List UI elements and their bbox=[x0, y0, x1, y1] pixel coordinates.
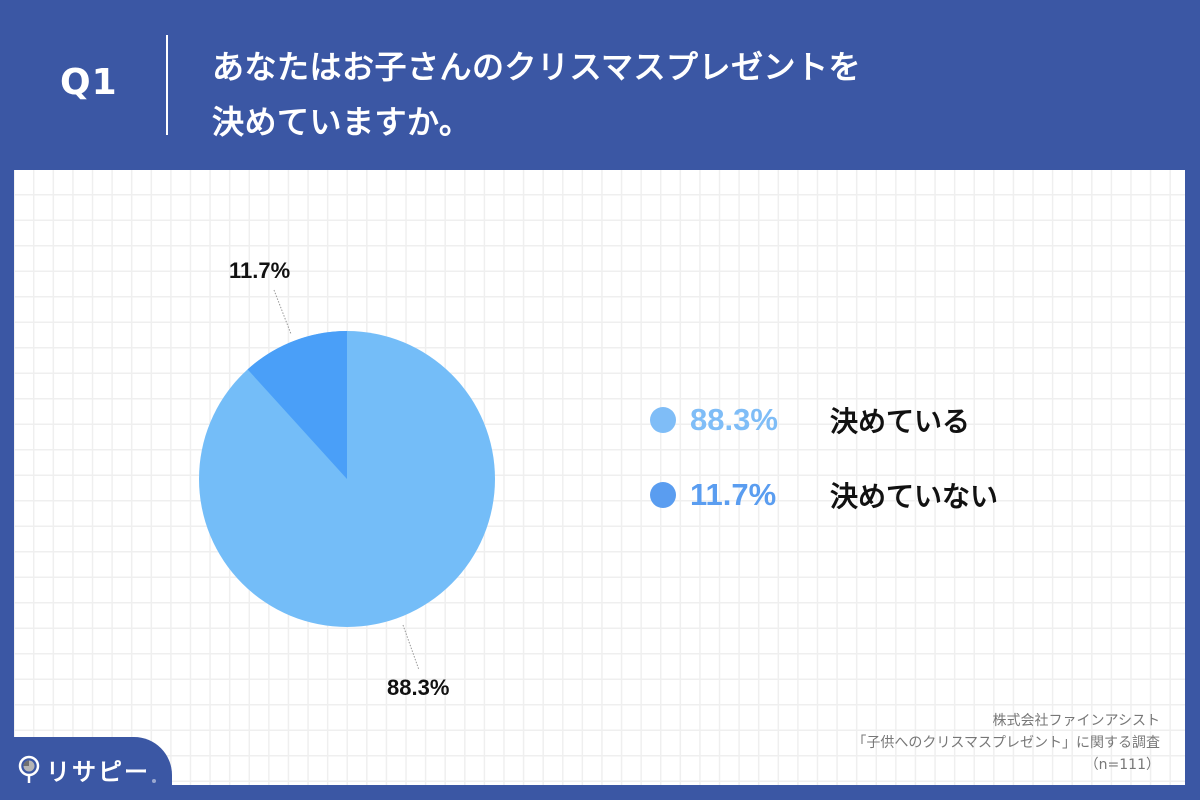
source-company: 株式会社ファインアシスト bbox=[992, 713, 1160, 729]
legend-dot-icon bbox=[650, 482, 676, 508]
source-survey: 「子供へのクリスマスプレゼント」に関する調査 bbox=[852, 735, 1160, 751]
legend-item-decided: 88.3% 決めている bbox=[650, 395, 970, 445]
leader-line-decided bbox=[402, 624, 420, 671]
legend-item-not-decided: 11.7% 決めていない bbox=[650, 470, 998, 520]
source-sample-size: （n=111） bbox=[1084, 757, 1160, 773]
logo: リサピー bbox=[18, 752, 156, 787]
legend-dot-icon bbox=[650, 407, 676, 433]
legend-percent: 88.3% bbox=[690, 402, 778, 437]
legend-label: 決めている bbox=[830, 405, 971, 438]
header-divider bbox=[166, 35, 168, 135]
chart-panel: 11.7% 88.3% bbox=[14, 170, 1185, 785]
logo-dot bbox=[152, 778, 156, 783]
question-number: Q1 bbox=[60, 62, 118, 103]
question-title-line1: あなたはお子さんのクリスマスプレゼントを bbox=[212, 48, 862, 86]
question-title: あなたはお子さんのクリスマスプレゼントを 決めていますか。 bbox=[212, 40, 861, 150]
pie-label-not-decided: 11.7% bbox=[229, 258, 291, 283]
question-title-line2: 決めていますか。 bbox=[212, 103, 472, 141]
map-pin-pie-icon bbox=[18, 755, 40, 783]
logo-text: リサピー bbox=[46, 758, 150, 786]
pie-slice-not-decided bbox=[247, 331, 347, 479]
legend-label: 決めていない bbox=[830, 480, 999, 513]
leader-line-not-decided bbox=[273, 289, 292, 335]
pie-chart bbox=[199, 289, 495, 671]
source-note: 株式会社ファインアシスト 「子供へのクリスマスプレゼント」に関する調査 （n=1… bbox=[852, 710, 1160, 776]
legend-percent: 11.7% bbox=[690, 477, 777, 512]
header: Q1 あなたはお子さんのクリスマスプレゼントを 決めていますか。 bbox=[0, 0, 1200, 170]
pie-label-decided: 88.3% bbox=[387, 675, 450, 700]
